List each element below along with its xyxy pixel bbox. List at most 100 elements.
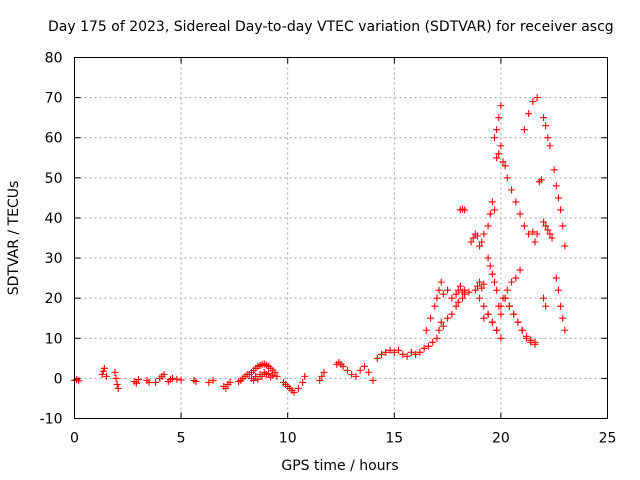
data-point bbox=[512, 198, 520, 206]
data-point bbox=[516, 266, 524, 274]
data-point bbox=[554, 286, 562, 294]
data-point bbox=[320, 368, 328, 376]
data-point bbox=[561, 242, 569, 250]
y-tick-label: 10 bbox=[45, 331, 63, 347]
y-tick-label: 50 bbox=[45, 171, 63, 187]
data-point bbox=[544, 134, 552, 142]
data-point bbox=[420, 344, 428, 352]
data-point bbox=[542, 222, 550, 230]
data-point bbox=[226, 378, 234, 386]
grid-lines bbox=[74, 57, 608, 419]
data-point bbox=[476, 242, 484, 250]
y-tick-label: -10 bbox=[40, 412, 63, 428]
data-point bbox=[267, 373, 275, 381]
data-point bbox=[493, 126, 501, 134]
y-tick-label: 60 bbox=[45, 131, 63, 147]
data-point bbox=[448, 294, 456, 302]
data-point bbox=[514, 318, 522, 326]
data-point bbox=[501, 162, 509, 170]
axis-ticks: 0 5 10 15 20 25 -10 0 10 20 30 40 50 60 70 80 bbox=[40, 51, 617, 447]
x-axis-label: GPS time / hours bbox=[281, 458, 398, 474]
data-point bbox=[552, 182, 560, 190]
data-point bbox=[505, 302, 513, 310]
data-point bbox=[480, 230, 488, 238]
data-point bbox=[469, 234, 477, 242]
data-point bbox=[554, 194, 562, 202]
chart-title: Day 175 of 2023, Sidereal Day-to-day VTE… bbox=[48, 19, 614, 35]
data-point bbox=[222, 384, 230, 392]
data-point bbox=[501, 294, 509, 302]
data-point bbox=[461, 206, 469, 214]
data-point bbox=[382, 348, 390, 356]
data-point bbox=[169, 374, 177, 382]
data-point bbox=[192, 378, 200, 386]
data-point bbox=[386, 346, 394, 354]
data-point bbox=[471, 286, 479, 294]
data-point bbox=[497, 334, 505, 342]
data-point bbox=[145, 378, 153, 386]
data-point bbox=[412, 350, 420, 358]
data-point bbox=[495, 114, 503, 122]
data-point bbox=[378, 350, 386, 358]
data-point bbox=[294, 384, 302, 392]
data-point bbox=[250, 376, 258, 384]
y-tick-label: 20 bbox=[45, 291, 63, 307]
data-point bbox=[486, 262, 494, 270]
data-point bbox=[427, 314, 435, 322]
data-point bbox=[520, 222, 528, 230]
data-point bbox=[360, 362, 368, 370]
data-point bbox=[518, 326, 526, 334]
series-dip10 bbox=[279, 358, 377, 396]
data-point bbox=[113, 380, 121, 388]
data-point bbox=[478, 284, 486, 292]
data-point bbox=[559, 314, 567, 322]
data-point bbox=[209, 376, 217, 384]
data-point bbox=[456, 282, 464, 290]
data-point bbox=[495, 150, 503, 158]
data-points bbox=[71, 94, 569, 396]
data-point bbox=[493, 154, 501, 162]
x-tick-label: 5 bbox=[177, 431, 186, 447]
data-point bbox=[484, 222, 492, 230]
x-tick-label: 15 bbox=[385, 431, 403, 447]
data-point bbox=[476, 294, 484, 302]
data-point bbox=[114, 384, 122, 392]
data-point bbox=[512, 274, 520, 282]
data-point bbox=[540, 294, 548, 302]
data-point bbox=[339, 362, 347, 370]
data-point bbox=[424, 342, 432, 350]
data-point bbox=[316, 376, 324, 384]
data-point bbox=[152, 378, 160, 386]
data-point bbox=[467, 238, 475, 246]
series-early bbox=[71, 364, 251, 392]
data-point bbox=[546, 230, 554, 238]
data-point bbox=[173, 375, 181, 383]
data-point bbox=[422, 326, 430, 334]
data-point bbox=[134, 376, 142, 384]
data-point bbox=[431, 302, 439, 310]
data-point bbox=[559, 222, 567, 230]
data-point bbox=[102, 372, 110, 380]
data-point bbox=[497, 142, 505, 150]
y-tick-label: 80 bbox=[45, 51, 63, 67]
data-point bbox=[75, 377, 83, 385]
data-point bbox=[343, 366, 351, 374]
data-point bbox=[205, 378, 213, 386]
data-point bbox=[348, 370, 356, 378]
data-point bbox=[299, 378, 307, 386]
data-point bbox=[484, 254, 492, 262]
data-point bbox=[407, 348, 415, 356]
data-point bbox=[132, 379, 140, 387]
data-point bbox=[369, 376, 377, 384]
data-point bbox=[473, 282, 481, 290]
data-point bbox=[403, 352, 411, 360]
data-point bbox=[395, 346, 403, 354]
data-point bbox=[544, 226, 552, 234]
data-point bbox=[491, 134, 499, 142]
data-point bbox=[525, 230, 533, 238]
data-point bbox=[429, 338, 437, 346]
data-point bbox=[540, 218, 548, 226]
data-point bbox=[493, 326, 501, 334]
data-point bbox=[525, 110, 533, 118]
